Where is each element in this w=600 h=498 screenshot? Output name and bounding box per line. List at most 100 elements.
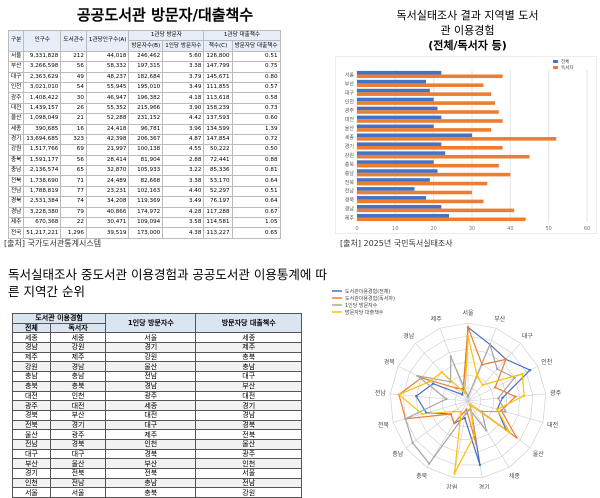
axis-label: 전남 (375, 389, 387, 397)
grid-ring (390, 322, 546, 478)
table-cell: 82,668 (128, 175, 164, 187)
bar (357, 205, 442, 209)
table-cell: 부산 (105, 458, 197, 469)
legend-swatch (553, 60, 558, 63)
series-point (473, 433, 476, 437)
axis-label: 부산 (494, 315, 506, 323)
table-cell: 경기 (105, 342, 197, 353)
table-row: 전남 1,788,819 77 23,231 102,163 4.40 52,297 0.51 (7, 185, 281, 198)
table-cell: 서울 (105, 332, 197, 344)
bar (357, 92, 492, 96)
bar (357, 199, 484, 204)
table-cell: 100,138 (128, 144, 164, 156)
table-cell: 173,000 (128, 227, 164, 239)
grid-ring (415, 348, 521, 453)
series-point (481, 383, 484, 387)
table-cell: 670,368 (23, 217, 62, 229)
table-cell: 제주 (105, 429, 197, 440)
table-cell: 58,332 (85, 61, 130, 73)
table-cell: 서울 (195, 468, 302, 479)
legend-label: 전체 (561, 58, 569, 65)
axis-label: 제주 (431, 315, 443, 323)
axis-label: 세종 (509, 472, 521, 480)
table-cell: 세종 (195, 332, 302, 344)
table-cell: 3,266,598 (23, 61, 62, 73)
table-cell: 대전 (49, 400, 107, 411)
bar-subtitle: (전체/독서자 등) (428, 39, 507, 52)
table-cell: 전북 (12, 419, 51, 431)
y-tick-label: 경남 (345, 206, 355, 213)
series-point (508, 431, 511, 434)
table-cell: 광주 (49, 429, 107, 440)
table-cell: 충북 (12, 380, 51, 392)
series-point (495, 367, 499, 371)
axis-label: 전북 (378, 421, 390, 429)
bar (357, 128, 492, 132)
table-cell: 광주 (105, 390, 197, 402)
x-tick-label: 40 (507, 226, 513, 232)
bar-title: 독서실태조사 결과 지역별 도서관 이용경험 (전체/독서자 등) (340, 8, 595, 53)
table-cell: 서울 (7, 50, 25, 63)
table-cell: 3.49 (162, 196, 205, 208)
table-row: 강원 경남 울산 충남 (12, 361, 302, 373)
table-cell: 28,414 (85, 154, 130, 167)
table-row: 충남 충남 전남 대구 (12, 371, 302, 382)
bar (357, 208, 515, 213)
series-point (495, 408, 499, 411)
y-tick-label: 인천 (345, 98, 355, 105)
table-cell: 세종 (49, 332, 107, 344)
table-cell: 강원 (105, 351, 197, 363)
series-point (420, 412, 424, 416)
series-point (501, 396, 504, 400)
header-cell: 1관당 방문자 (128, 29, 205, 42)
table-cell: 충남 (12, 371, 51, 382)
bar (357, 133, 472, 138)
y-tick-label: 대구 (345, 89, 355, 96)
table-cell: 대구 (195, 371, 302, 382)
table-cell: 부산 (195, 380, 302, 392)
series-point (453, 421, 456, 425)
axis-label: 광주 (550, 390, 562, 397)
table-cell: 충북 (195, 351, 302, 363)
table-cell: 5.60 (162, 50, 205, 63)
table-cell: 인천 (49, 390, 107, 402)
grid-ring (402, 335, 534, 466)
table-cell: 9,331,828 (23, 50, 62, 63)
table-cell: 24,418 (85, 123, 130, 135)
table-cell: 강원 (12, 361, 51, 373)
table-row: 광주 대전 세종 경기 (12, 400, 302, 411)
axis-label: 울산 (533, 450, 545, 458)
series-point (440, 370, 443, 374)
series-point (428, 380, 431, 383)
table-cell: 96,781 (128, 123, 164, 135)
header-cell: 1관당 대출책수 (203, 29, 281, 42)
table-cell: 경북 (7, 196, 25, 208)
header-cell: 방문자당 대출책수 (231, 40, 281, 52)
spoke (467, 400, 510, 468)
table-row: 서울 9,331,828 212 44,018 246,462 5.60 126,800 0.… (7, 50, 281, 63)
table-cell: 전북 (49, 468, 107, 479)
legend-swatch (553, 66, 558, 69)
bar (357, 142, 442, 146)
bar (357, 169, 438, 173)
table-cell: 인천 (12, 477, 51, 489)
table-row: 대전 인천 광주 대전 (12, 390, 302, 402)
table-cell: 경기 (195, 400, 302, 411)
table-cell: 인천 (105, 438, 197, 450)
bar (357, 213, 449, 218)
bar (357, 217, 526, 222)
table-cell: 울산 (105, 361, 197, 373)
table-cell: 인천 (7, 81, 25, 94)
y-tick-label: 서울 (345, 71, 355, 78)
visit-table: 구분 인구수 도서관수 1관당인구수(A) 1관당 방문자 1관당 대출책수 방문자수(B)… (7, 29, 281, 239)
table-cell: 2.88 (162, 154, 205, 167)
table-cell: 53,170 (203, 175, 233, 187)
table-cell: 39,519 (85, 227, 130, 239)
table-cell: 76,197 (203, 196, 233, 208)
table-row: 전남 경북 인천 울산 (12, 438, 302, 450)
table-cell: 경북 (49, 438, 107, 450)
table-row: 전북 1,738,690 71 24,489 82,668 3.38 53,170 0.64 (7, 175, 281, 187)
table-cell: 72,441 (203, 154, 233, 167)
table-cell: 4.87 (162, 133, 205, 146)
